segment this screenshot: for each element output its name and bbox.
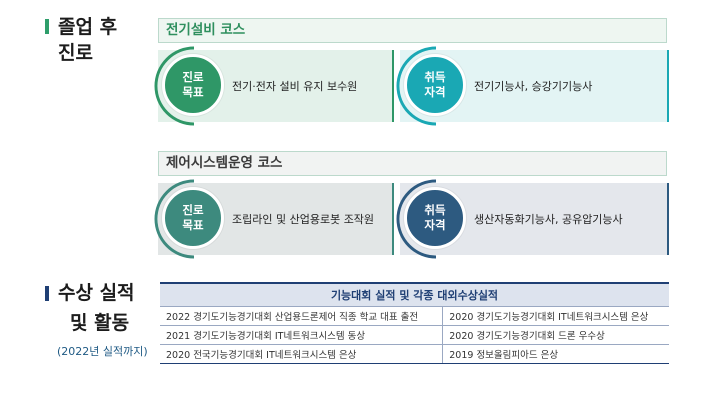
badge-label-line2: 자격 [424, 218, 446, 232]
badge-label-line1: 취득 [424, 203, 446, 217]
awards-title-line1: 수상 실적 [58, 282, 135, 304]
awards-accent-bar [45, 286, 49, 301]
table-header: 기능대회 실적 및 각종 대외수상실적 [160, 282, 669, 307]
career-goal-badge: 진로 목표 [162, 187, 224, 249]
table-row: 2021 경기도기능경기대회 IT네트워크시스템 동상 2020 경기도기능경기… [160, 325, 669, 345]
career-title-line2: 진로 [58, 42, 93, 64]
awards-table: 기능대회 실적 및 각종 대외수상실적 2022 경기도기능경기대회 산업용드론… [160, 282, 669, 364]
table-row: 2022 경기도기능경기대회 산업용드론제어 직종 학교 대표 출전 2020 … [160, 306, 669, 326]
awards-period-note: (2022년 실적까지) [57, 345, 148, 358]
table-cell: 2021 경기도기능경기대회 IT네트워크시스템 동상 [160, 325, 444, 345]
card-edge [667, 183, 669, 255]
table-cell: 2020 전국기능경기대회 IT네트워크시스템 은상 [160, 344, 444, 364]
circle-ring-arc [154, 179, 195, 259]
table-row: 2020 전국기능경기대회 IT네트워크시스템 은상 2019 정보올림피아드 … [160, 344, 669, 364]
card-edge [392, 50, 394, 122]
license-badge: 취득 자격 [404, 187, 466, 249]
table-cell: 2020 경기도기능경기대회 드론 우수상 [442, 325, 669, 345]
course-header-control: 제어시스템운영 코스 [158, 151, 667, 176]
awards-title-line2: 및 활동 [70, 312, 130, 334]
career-goal-text: 전기·전자 설비 유지 보수원 [232, 80, 358, 93]
badge-label-line1: 진로 [182, 203, 204, 217]
circle-ring-arc [396, 179, 437, 259]
license-card: 취득 자격 생산자동화기능사, 공유압기능사 [396, 179, 669, 259]
table-cell: 2019 정보올림피아드 은상 [442, 344, 669, 364]
circle-ring-arc [396, 46, 437, 126]
badge-label-line2: 목표 [182, 218, 204, 232]
license-text: 전기기능사, 승강기기능사 [474, 80, 593, 93]
card-edge [392, 183, 394, 255]
circle-ring-arc [154, 46, 195, 126]
badge-label-line2: 목표 [182, 85, 204, 99]
course-name: 제어시스템운영 코스 [166, 155, 283, 171]
table-header-row: 기능대회 실적 및 각종 대외수상실적 [160, 282, 669, 307]
badge-label-line1: 취득 [424, 70, 446, 84]
license-badge: 취득 자격 [404, 54, 466, 116]
career-accent-bar [45, 19, 49, 34]
badge-label-line2: 자격 [424, 85, 446, 99]
course-header-electrical: 전기설비 코스 [158, 18, 667, 43]
table-cell: 2022 경기도기능경기대회 산업용드론제어 직종 학교 대표 출전 [160, 306, 444, 326]
badge-label-line1: 진로 [182, 70, 204, 84]
career-goal-card: 진로 목표 전기·전자 설비 유지 보수원 [154, 46, 394, 126]
license-card: 취득 자격 전기기능사, 승강기기능사 [396, 46, 669, 126]
career-goal-text: 조립라인 및 산업용로봇 조작원 [232, 213, 375, 226]
career-goal-card: 진로 목표 조립라인 및 산업용로봇 조작원 [154, 179, 394, 259]
card-edge [667, 50, 669, 122]
career-title-line1: 졸업 후 [58, 16, 118, 38]
career-goal-badge: 진로 목표 [162, 54, 224, 116]
license-text: 생산자동화기능사, 공유압기능사 [474, 213, 623, 226]
table-cell: 2020 경기도기능경기대회 IT네트워크시스템 은상 [442, 306, 669, 326]
course-name: 전기설비 코스 [166, 22, 246, 38]
